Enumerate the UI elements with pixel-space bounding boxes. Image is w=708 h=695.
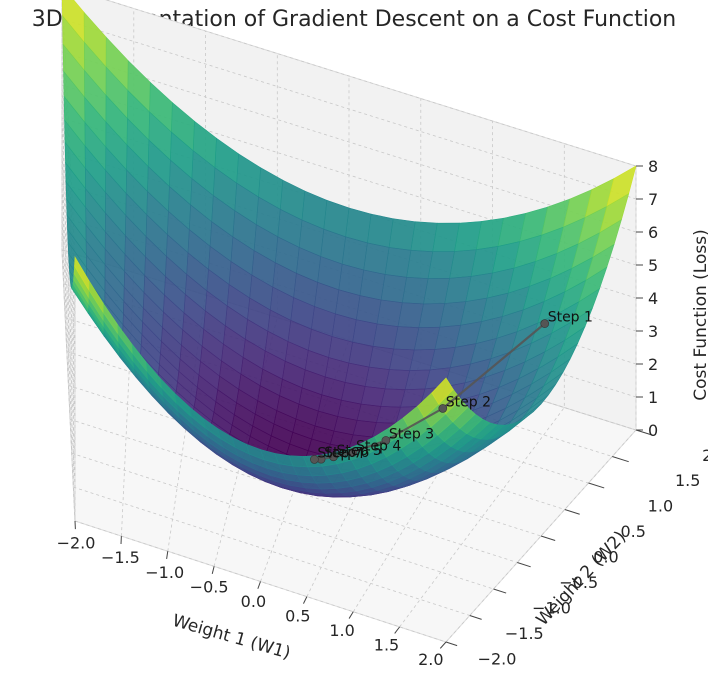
z-tick-label: 1 [648, 388, 658, 407]
x-tick-mark [303, 596, 308, 604]
surface-patch [348, 341, 374, 368]
y-gridline [69, 155, 518, 563]
z-tick-label: 3 [648, 322, 658, 341]
y-axis-label: Weight 2 (W2) [533, 527, 631, 630]
path-step-label: Step 7 [317, 445, 362, 461]
y-tick-mark [517, 562, 531, 568]
y-tick-label: 1.5 [675, 471, 700, 490]
x-tick-label: −1.5 [101, 548, 140, 567]
y-tick-label: 0.0 [593, 548, 618, 567]
path-step-marker [310, 455, 319, 464]
path-step-marker [540, 319, 550, 328]
y-tick-mark [540, 535, 556, 541]
z-tick-label: 0 [648, 421, 658, 440]
x-tick-label: 0.0 [241, 592, 266, 611]
surface-patch [431, 377, 454, 405]
y-tick-label: −0.5 [559, 573, 598, 592]
z-tick-label: 2 [648, 355, 658, 374]
x-axis-ticks: −2.0 −1.5 −1.0 −0.5 0.0 0.5 1.0 1.5 2.0 [57, 520, 447, 669]
surface-patch [388, 218, 416, 251]
y-gridline [73, 223, 470, 616]
x-tick-mark [348, 611, 354, 619]
y-gridline [64, 53, 589, 484]
surface-patch [367, 213, 394, 248]
x-tick-label: 0.5 [285, 606, 310, 625]
path-step-marker [329, 452, 338, 462]
surface-patch [359, 269, 386, 301]
path-step-label: Step 5 [337, 443, 382, 459]
y-tick-mark [612, 456, 629, 463]
path-step-label: Step 3 [389, 426, 434, 442]
x-tick-mark [439, 641, 447, 649]
y-axis-ticks: −2.0 −1.5 −1.0 −0.5 0.00.51.01.52.0 [445, 429, 708, 669]
y-tick-mark [445, 641, 458, 647]
z-tick-label: 6 [648, 223, 658, 242]
x-tick-label: −2.0 [57, 534, 96, 553]
x-tick-label: 1.0 [329, 621, 354, 640]
y-tick-label: −1.5 [505, 624, 544, 643]
x-tick-mark [166, 551, 169, 560]
y-tick-label: 2.0 [702, 446, 708, 465]
x-tick-label: 1.5 [374, 635, 399, 654]
z-axis-ticks: 0 1 2 3 4 5 6 7 8 [636, 157, 658, 440]
y-tick-mark [635, 429, 654, 436]
z-tick-label: 8 [648, 157, 658, 176]
x-axis-label: Weight 1 (W1) [170, 611, 293, 664]
path-step-label: Step 4 [356, 438, 401, 454]
cost-surface [61, 0, 637, 498]
x-tick-mark [211, 566, 215, 574]
y-gridline [63, 19, 613, 457]
x-tick-mark [257, 581, 261, 589]
y-tick-mark [564, 509, 580, 515]
x-tick-label: 2.0 [418, 650, 443, 669]
path-step-label: Step 2 [446, 394, 491, 410]
surface-patch [355, 295, 382, 325]
x-gridline [213, 53, 278, 567]
y-tick-label: 0.5 [620, 522, 645, 541]
surface-patch [352, 319, 378, 347]
x-tick-label: −1.0 [145, 563, 184, 582]
path-step-marker [348, 447, 358, 457]
x-tick-mark [394, 626, 401, 634]
path-step-label: Step 6 [324, 445, 369, 461]
y-tick-label: −2.0 [478, 650, 517, 669]
x-tick-label: −0.5 [190, 577, 229, 596]
y-tick-mark [588, 482, 605, 489]
z-tick-label: 7 [648, 190, 658, 209]
z-axis-label: Cost Function (Loss) [691, 229, 708, 400]
path-step-marker [438, 404, 448, 413]
path-step-marker [381, 436, 391, 445]
y-tick-mark [493, 588, 507, 594]
x-gridline [260, 76, 350, 582]
path-step-label: Step 1 [548, 310, 593, 326]
y-tick-mark [469, 615, 482, 620]
y-tick-label: 1.0 [648, 497, 673, 516]
z-tick-label: 4 [648, 289, 658, 308]
surface-patch [363, 242, 390, 275]
y-tick-label: −1.0 [532, 599, 571, 618]
z-tick-label: 5 [648, 256, 658, 275]
